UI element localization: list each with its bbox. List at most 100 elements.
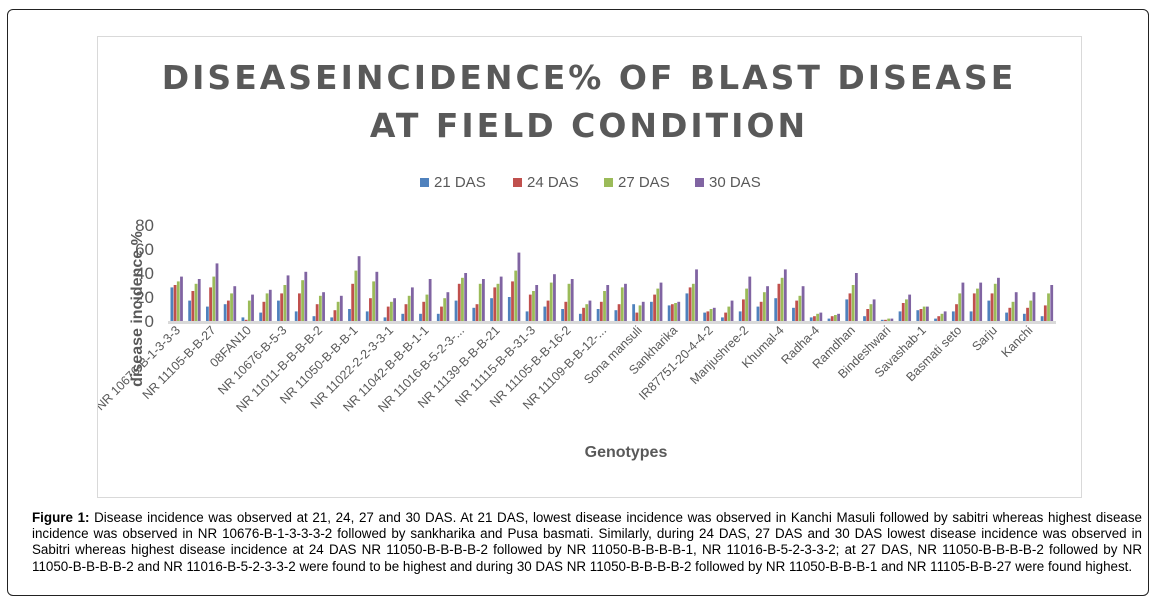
bar <box>834 315 837 321</box>
bar <box>993 283 997 321</box>
bar <box>443 298 447 321</box>
bar <box>393 298 396 321</box>
bar <box>1014 292 1018 321</box>
bar <box>212 276 216 321</box>
bar <box>507 297 511 321</box>
bar <box>312 316 316 321</box>
bar <box>233 286 237 321</box>
bar <box>976 288 979 321</box>
legend-label: 24 DAS <box>527 174 579 191</box>
bar <box>851 285 855 321</box>
bar <box>286 275 290 321</box>
y-tick-label: 80 <box>135 216 154 235</box>
bar <box>176 281 180 321</box>
bar <box>553 274 556 321</box>
bar <box>301 280 304 321</box>
bar <box>532 291 535 321</box>
legend-label: 27 DAS <box>618 174 670 191</box>
bar <box>901 303 905 321</box>
bar <box>425 294 429 321</box>
bar <box>783 269 787 321</box>
bar <box>386 306 390 321</box>
bar <box>972 293 976 321</box>
bar <box>1029 300 1033 321</box>
bar <box>241 317 245 321</box>
bar <box>215 263 219 321</box>
bar <box>226 300 230 321</box>
bar <box>759 301 763 321</box>
bar <box>674 303 677 321</box>
bar <box>762 292 766 321</box>
bar <box>546 300 550 321</box>
bar <box>351 283 355 321</box>
bar <box>383 317 387 321</box>
bar <box>738 311 742 321</box>
bar <box>277 300 280 321</box>
bar <box>919 309 923 321</box>
bar <box>1043 305 1047 321</box>
bar <box>318 295 322 321</box>
bar <box>659 282 663 321</box>
bar <box>354 270 358 321</box>
bar <box>369 298 372 321</box>
bar <box>934 318 937 321</box>
bar <box>482 279 485 321</box>
bar <box>677 301 681 321</box>
bar <box>606 285 610 321</box>
bar <box>795 300 799 321</box>
figure-frame: DISEASEINCIDENCE% OF BLAST DISEASE AT FIE… <box>7 9 1149 596</box>
legend-swatch <box>420 178 429 187</box>
bar <box>517 252 521 321</box>
bar <box>777 283 781 321</box>
bar <box>908 294 912 321</box>
bar <box>961 282 965 321</box>
bar <box>884 319 887 321</box>
bar <box>280 293 284 321</box>
bar <box>1022 313 1026 321</box>
bar <box>268 289 272 321</box>
bar <box>436 313 440 321</box>
bar <box>653 294 656 321</box>
bar <box>1005 312 1008 321</box>
bar <box>869 304 873 321</box>
bar <box>564 301 568 321</box>
bar <box>315 304 319 321</box>
bar <box>688 287 692 321</box>
bar <box>1050 285 1054 321</box>
figure-caption: Figure 1: Disease incidence was observed… <box>32 510 1142 575</box>
bar <box>670 304 674 321</box>
bar <box>997 277 1000 321</box>
bar <box>943 311 947 321</box>
bar <box>419 313 422 321</box>
bar <box>1047 293 1050 321</box>
bar <box>322 292 325 321</box>
bar <box>872 299 876 321</box>
bar <box>407 295 411 321</box>
legend-swatch <box>513 178 522 187</box>
bar <box>191 291 195 321</box>
bar <box>641 301 645 321</box>
bar <box>457 283 461 321</box>
bar <box>472 307 476 321</box>
bar <box>336 301 340 321</box>
bar <box>401 313 405 321</box>
bar <box>330 317 334 321</box>
bar <box>937 316 941 321</box>
bar <box>969 311 973 321</box>
bar <box>585 304 589 321</box>
bar <box>333 310 337 321</box>
bar <box>543 306 547 321</box>
bar <box>816 313 820 321</box>
bar <box>905 299 908 321</box>
bar <box>724 312 728 321</box>
bar <box>845 299 849 321</box>
bar <box>528 294 532 321</box>
bar <box>780 277 784 321</box>
bar <box>410 287 414 321</box>
y-tick-label: 60 <box>135 240 154 259</box>
bar <box>535 285 539 321</box>
bar <box>339 295 343 321</box>
bar <box>446 292 450 321</box>
bar <box>188 300 192 321</box>
bar <box>940 313 944 321</box>
